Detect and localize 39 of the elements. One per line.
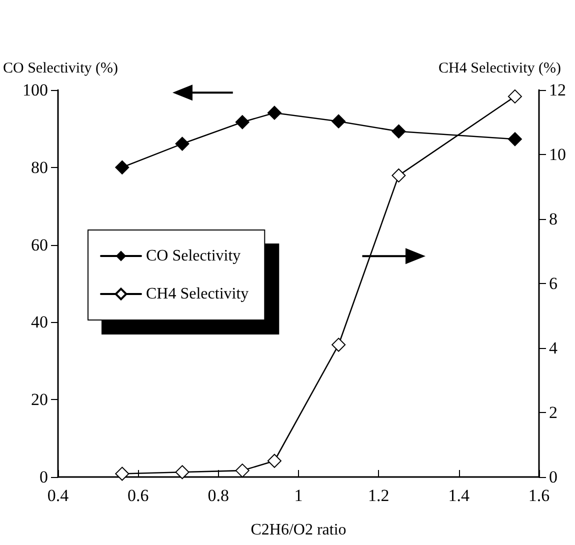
point [508,132,522,146]
y2-tick-label: 0 [549,468,558,486]
legend-label: CO Selectivity [146,248,241,264]
y-tick-label: 40 [31,312,48,332]
point [392,124,406,138]
legend-label: CH4 Selectivity [146,286,249,302]
x-tick-label: 1.6 [528,486,550,505]
x-tick-label: 0.6 [128,486,149,505]
point [267,454,282,468]
x-tick-label: 1.2 [368,486,390,505]
y-tick-label: 100 [22,80,48,100]
point [175,136,190,151]
y-tick-label: 0 [40,468,48,486]
point [235,464,250,478]
y-tick-label: 80 [31,158,48,177]
y2-tick-label: 2 [549,403,558,422]
point [332,114,346,128]
point [115,160,130,174]
x-axis-title: C2H6/O2 ratio [250,522,346,538]
x-tick-label: 1.4 [448,486,470,505]
point [267,106,282,120]
y-tick-label: 60 [31,235,48,254]
point [115,466,130,481]
point [175,465,190,480]
y2-tick-label: 10 [549,145,566,164]
point [508,89,522,104]
y2-axis-title: CH4 Selectivity (%) [438,60,561,76]
y-tick-label: 20 [31,390,48,410]
y2-tick-label: 6 [549,274,558,293]
y-axis-title: CO Selectivity (%) [3,60,118,76]
x-tick-label: 0.8 [208,486,229,505]
x-tick-label: 0.4 [47,486,70,505]
point [392,168,406,182]
x-tick-label: 1 [294,486,303,505]
point [332,338,346,352]
point [235,115,250,130]
y2-tick-label: 8 [549,210,558,228]
y2-tick-label: 4 [549,338,558,358]
y2-tick-label: 12 [549,80,566,100]
